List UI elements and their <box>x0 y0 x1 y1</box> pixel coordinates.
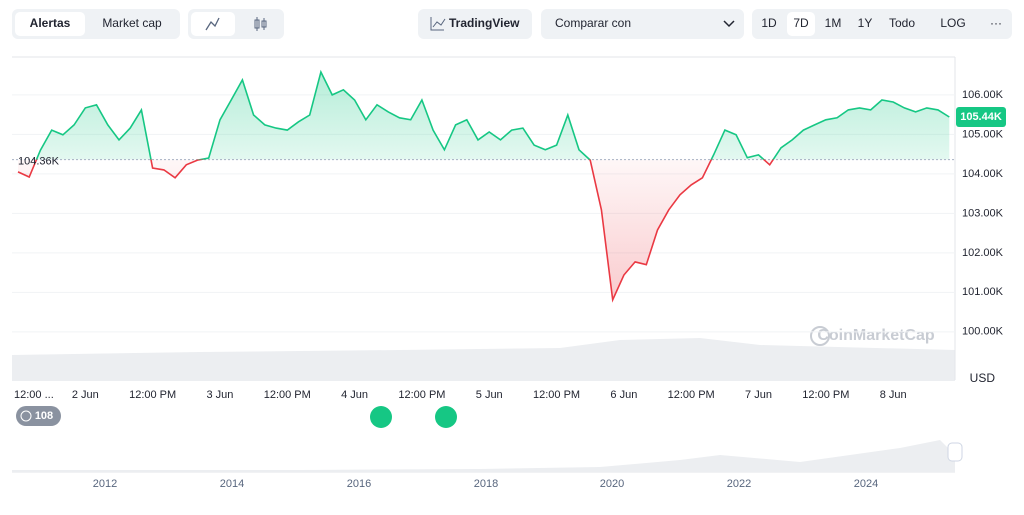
range-btn[interactable]: Todo <box>889 16 915 30</box>
x-tick-label: 12:00 ... <box>14 389 54 401</box>
navigator-year: 2018 <box>474 478 498 490</box>
navigator-year: 2012 <box>93 478 117 490</box>
x-tick-label: 12:00 PM <box>668 389 715 401</box>
navigator-year: 2014 <box>220 478 244 490</box>
event-marker[interactable] <box>435 406 457 428</box>
navigator-year: 2024 <box>854 478 878 490</box>
range-btn[interactable]: LOG <box>940 16 965 30</box>
tab[interactable]: Market cap <box>102 16 162 30</box>
x-tick-label: 6 Jun <box>610 389 637 401</box>
range-btn[interactable]: 1M <box>825 16 842 30</box>
y-tick-label: 105.00K <box>962 128 1004 140</box>
range-active[interactable] <box>787 12 815 36</box>
y-tick-label: 101.00K <box>962 286 1004 298</box>
x-tick-label: 2 Jun <box>72 389 99 401</box>
y-tick-label: 100.00K <box>962 326 1004 338</box>
x-tick-label: 5 Jun <box>476 389 503 401</box>
watermark-logo <box>810 326 830 346</box>
compare-label[interactable]: Comparar con <box>555 16 631 30</box>
current-label: 105.44K <box>960 111 1002 123</box>
tab[interactable]: Alertas <box>30 16 71 30</box>
candle-icon[interactable] <box>254 17 267 31</box>
navigator-area <box>12 440 955 472</box>
range-btn[interactable]: ··· <box>990 16 1002 30</box>
y-tick-label: 106.00K <box>962 89 1004 101</box>
range-btn[interactable]: 1D <box>761 16 777 30</box>
tv-icon <box>430 17 444 31</box>
area <box>18 72 950 300</box>
x-tick-label: 7 Jun <box>745 389 772 401</box>
navigator-year: 2022 <box>727 478 751 490</box>
tradingview-btn[interactable] <box>418 9 532 39</box>
chevron <box>723 20 735 28</box>
price-line <box>17 69 950 303</box>
x-tick-label: 12:00 PM <box>802 389 849 401</box>
y-tick-label: 104.00K <box>962 168 1004 180</box>
range-btn[interactable]: 7D <box>793 16 809 30</box>
navigator-handle[interactable] <box>947 442 963 462</box>
volume-area <box>12 338 955 381</box>
event-marker[interactable] <box>370 406 392 428</box>
x-tick-label: 12:00 PM <box>398 389 445 401</box>
currency: USD <box>970 371 996 385</box>
watermark: CoinMarketCap <box>817 327 935 344</box>
x-tick-label: 8 Jun <box>880 389 907 401</box>
events-icon <box>20 410 32 422</box>
baseline-label: 104.36K <box>18 156 60 168</box>
compare-select[interactable] <box>541 9 744 39</box>
navigator-year: 2020 <box>600 478 624 490</box>
tv-icon <box>432 18 446 28</box>
tradingview-label[interactable]: TradingView <box>449 16 520 30</box>
x-tick-label: 12:00 PM <box>533 389 580 401</box>
line-icon <box>205 17 220 31</box>
events-count[interactable]: 108 <box>35 410 53 422</box>
tab-active[interactable] <box>15 12 85 36</box>
x-tick-label: 4 Jun <box>341 389 368 401</box>
x-tick-label: 3 Jun <box>206 389 233 401</box>
x-tick-label: 12:00 PM <box>129 389 176 401</box>
navigator-year: 2016 <box>347 478 371 490</box>
y-tick-label: 102.00K <box>962 247 1004 259</box>
current-badge <box>956 107 1006 128</box>
range-group <box>752 9 1012 39</box>
y-tick-label: 103.00K <box>962 207 1004 219</box>
range-btn[interactable]: 1Y <box>858 16 873 30</box>
x-tick-label: 12:00 PM <box>264 389 311 401</box>
